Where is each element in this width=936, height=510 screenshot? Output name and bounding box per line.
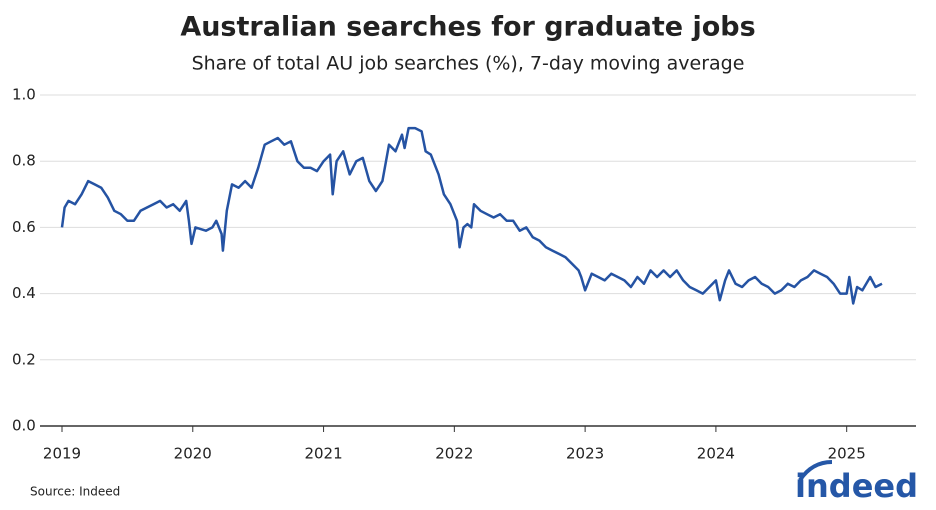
y-tick-label: 1.0 xyxy=(12,86,36,104)
logo: indeed xyxy=(795,467,918,505)
x-tick-label: 2025 xyxy=(828,445,866,463)
y-tick-label: 0.2 xyxy=(12,350,36,368)
chart-title: Australian searches for graduate jobs xyxy=(180,12,755,43)
x-tick-label: 2021 xyxy=(304,445,342,463)
x-tick-label: 2024 xyxy=(697,445,735,463)
x-tick-label: 2023 xyxy=(566,445,604,463)
source: Source: Indeed xyxy=(30,485,120,499)
y-tick-label: 0.4 xyxy=(12,284,36,302)
chart-subtitle: Share of total AU job searches (%), 7-da… xyxy=(192,53,745,75)
x-tick-label: 2019 xyxy=(43,445,81,463)
y-tick-label: 0.0 xyxy=(12,417,36,435)
x-tick-label: 2020 xyxy=(174,445,212,463)
logo-arc xyxy=(798,460,833,482)
x-tick-label: 2022 xyxy=(435,445,473,463)
line xyxy=(60,126,883,305)
y-tick-label: 0.6 xyxy=(12,218,36,236)
y-tick-label: 0.8 xyxy=(12,152,36,170)
